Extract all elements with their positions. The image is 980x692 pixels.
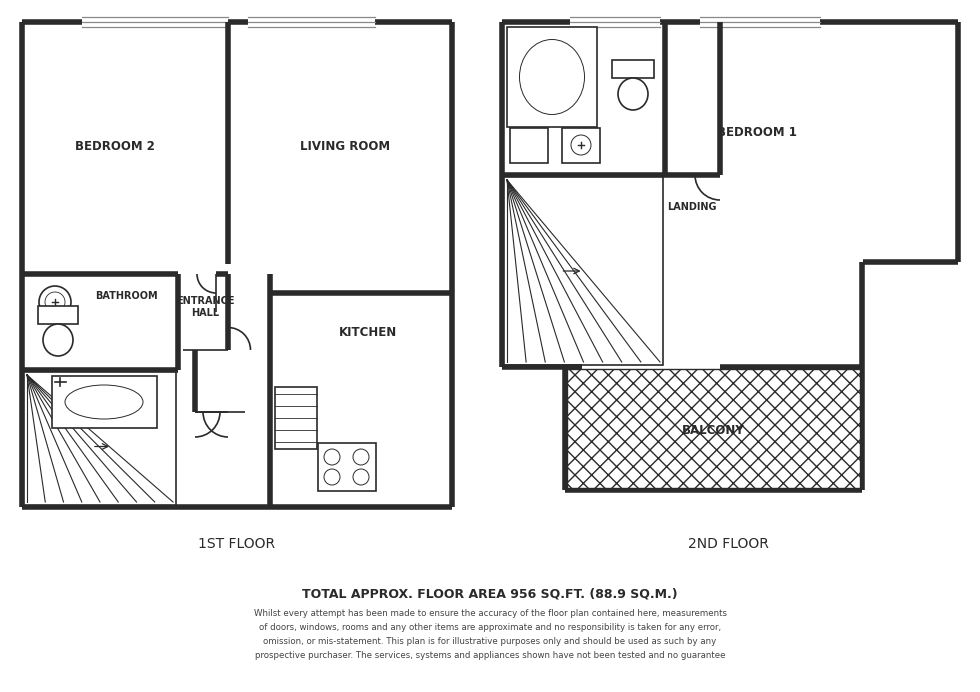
Text: BATHROOM: BATHROOM [95,291,158,301]
Text: BEDROOM 2: BEDROOM 2 [75,140,155,154]
Ellipse shape [43,324,73,356]
Circle shape [571,135,591,155]
Bar [504,177,663,365]
Text: of doors, windows, rooms and any other items are approximate and no responsibili: of doors, windows, rooms and any other i… [259,623,721,632]
Bar [318,443,376,491]
Circle shape [39,286,71,318]
Ellipse shape [618,78,648,110]
Text: ENTRANCE
HALL: ENTRANCE HALL [175,296,234,318]
Text: TOTAL APPROX. FLOOR AREA 956 SQ.FT. (88.9 SQ.M.): TOTAL APPROX. FLOOR AREA 956 SQ.FT. (88.… [302,588,678,601]
Ellipse shape [65,385,143,419]
Circle shape [324,449,340,465]
Text: BEDROOM 1: BEDROOM 1 [717,125,797,138]
Text: 2ND FLOOR: 2ND FLOOR [688,537,768,551]
Circle shape [45,292,65,312]
Text: BALCONY: BALCONY [682,424,745,437]
Text: omission, or mis-statement. This plan is for illustrative purposes only and shou: omission, or mis-statement. This plan is… [264,637,716,646]
Circle shape [324,469,340,485]
Bar [567,369,860,488]
Bar [507,27,597,127]
Text: LIVING ROOM: LIVING ROOM [300,140,390,154]
Bar [38,306,78,324]
Bar [275,387,317,449]
Circle shape [353,469,369,485]
Bar [612,60,654,78]
Text: 1ST FLOOR: 1ST FLOOR [198,537,275,551]
Bar [52,376,157,428]
Bar [562,128,600,163]
Text: Whilst every attempt has been made to ensure the accuracy of the floor plan cont: Whilst every attempt has been made to en… [254,610,726,619]
Circle shape [353,449,369,465]
Text: KITCHEN: KITCHEN [339,325,397,338]
Bar [24,372,176,505]
Ellipse shape [519,39,584,114]
Text: LANDING: LANDING [667,202,716,212]
Bar [510,128,548,163]
Text: prospective purchaser. The services, systems and appliances shown have not been : prospective purchaser. The services, sys… [255,651,725,660]
